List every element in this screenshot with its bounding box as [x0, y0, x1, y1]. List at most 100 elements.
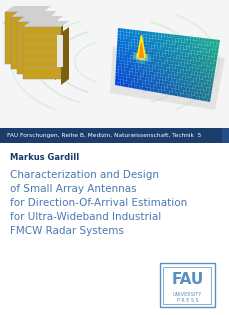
Polygon shape: [209, 84, 212, 88]
Polygon shape: [139, 43, 143, 57]
Polygon shape: [150, 49, 154, 52]
Polygon shape: [117, 76, 120, 80]
Polygon shape: [171, 72, 174, 75]
Polygon shape: [199, 72, 202, 76]
Polygon shape: [129, 29, 132, 33]
Polygon shape: [185, 74, 188, 77]
Polygon shape: [150, 78, 154, 82]
Polygon shape: [180, 90, 183, 94]
Polygon shape: [170, 81, 173, 85]
Polygon shape: [191, 92, 194, 96]
Polygon shape: [180, 39, 184, 43]
Polygon shape: [148, 45, 151, 49]
Polygon shape: [134, 76, 137, 79]
Polygon shape: [208, 88, 211, 92]
Polygon shape: [166, 91, 169, 95]
Polygon shape: [131, 75, 134, 79]
Bar: [11, 17, 49, 69]
Polygon shape: [213, 54, 217, 57]
Polygon shape: [201, 97, 204, 101]
Polygon shape: [130, 52, 133, 56]
Polygon shape: [144, 54, 147, 58]
Polygon shape: [200, 48, 203, 52]
Polygon shape: [204, 94, 207, 98]
Polygon shape: [163, 64, 166, 67]
Polygon shape: [147, 88, 150, 91]
Polygon shape: [211, 53, 214, 57]
Polygon shape: [206, 98, 210, 102]
Polygon shape: [167, 54, 170, 58]
Polygon shape: [152, 89, 155, 92]
Bar: [0, 128, 229, 143]
Polygon shape: [134, 37, 137, 40]
Polygon shape: [159, 80, 162, 83]
Polygon shape: [183, 63, 186, 67]
Polygon shape: [131, 78, 134, 82]
Polygon shape: [186, 43, 189, 47]
Polygon shape: [171, 68, 174, 72]
Polygon shape: [141, 63, 144, 67]
Polygon shape: [188, 95, 191, 99]
Polygon shape: [185, 50, 188, 54]
Polygon shape: [184, 60, 187, 64]
Polygon shape: [152, 32, 155, 36]
Polygon shape: [176, 55, 179, 59]
Polygon shape: [117, 41, 120, 44]
Polygon shape: [155, 66, 158, 69]
Polygon shape: [205, 52, 208, 56]
Polygon shape: [129, 68, 132, 72]
Polygon shape: [125, 48, 128, 52]
Polygon shape: [131, 33, 135, 37]
Polygon shape: [163, 43, 166, 47]
Polygon shape: [172, 38, 175, 42]
Polygon shape: [120, 35, 123, 38]
Polygon shape: [128, 84, 131, 88]
Polygon shape: [155, 59, 158, 63]
Polygon shape: [179, 93, 183, 97]
Polygon shape: [202, 55, 205, 59]
Polygon shape: [169, 88, 172, 92]
Polygon shape: [194, 65, 198, 69]
Polygon shape: [180, 46, 183, 49]
Polygon shape: [164, 33, 167, 37]
Polygon shape: [201, 80, 204, 83]
Polygon shape: [132, 30, 135, 33]
Polygon shape: [120, 38, 123, 41]
Polygon shape: [170, 58, 173, 61]
Polygon shape: [158, 33, 161, 37]
Polygon shape: [204, 56, 208, 60]
Polygon shape: [206, 80, 210, 84]
Polygon shape: [207, 39, 210, 43]
Polygon shape: [161, 83, 164, 87]
Polygon shape: [137, 37, 140, 40]
Polygon shape: [158, 60, 161, 63]
Polygon shape: [171, 44, 174, 48]
Polygon shape: [144, 61, 147, 64]
Polygon shape: [169, 68, 172, 72]
Polygon shape: [130, 59, 133, 62]
Polygon shape: [211, 49, 215, 54]
Polygon shape: [123, 80, 126, 84]
Polygon shape: [125, 45, 128, 49]
Polygon shape: [147, 51, 150, 55]
Polygon shape: [197, 48, 200, 52]
Polygon shape: [189, 40, 193, 44]
Polygon shape: [147, 58, 150, 61]
Polygon shape: [175, 38, 178, 42]
Polygon shape: [205, 49, 209, 53]
Bar: [221, 128, 229, 143]
Polygon shape: [136, 47, 139, 50]
Polygon shape: [146, 71, 149, 75]
Polygon shape: [117, 31, 120, 35]
Polygon shape: [134, 72, 137, 76]
Polygon shape: [126, 29, 129, 32]
Polygon shape: [134, 40, 137, 43]
Polygon shape: [153, 49, 156, 53]
Polygon shape: [156, 79, 159, 83]
Polygon shape: [163, 37, 166, 40]
Polygon shape: [163, 40, 166, 44]
Polygon shape: [166, 61, 170, 64]
Polygon shape: [185, 67, 189, 71]
Polygon shape: [172, 65, 175, 69]
Polygon shape: [17, 16, 63, 22]
